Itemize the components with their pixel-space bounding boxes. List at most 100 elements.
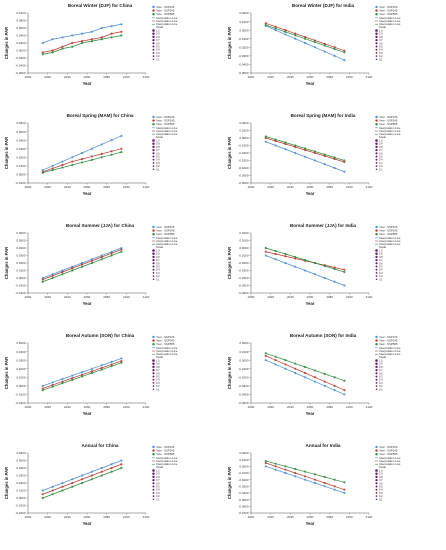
x-tick-label: 2100 [346, 185, 353, 189]
legend-label: Year - SSP245 [156, 229, 175, 233]
data-point [284, 252, 287, 256]
size-legend-marker [152, 29, 155, 32]
legend-line-label: Interpolation Line [156, 126, 178, 130]
data-point [294, 362, 297, 365]
x-tick-label: 2120 [366, 185, 373, 189]
size-legend-marker [375, 48, 378, 51]
size-legend-level: 0.7 [379, 368, 383, 372]
data-point [90, 40, 94, 43]
data-point [120, 151, 123, 154]
data-point [51, 489, 54, 492]
data-point [71, 34, 74, 37]
y-axis-label: Changes in PAR [227, 27, 232, 59]
x-tick-label: 2080 [103, 515, 110, 519]
data-point [100, 466, 103, 470]
size-legend-marker [152, 359, 155, 362]
y-tick-label: -0.0300 [238, 384, 249, 388]
size-legend-marker [375, 378, 378, 381]
size-legend-marker [375, 372, 378, 375]
size-legend-marker [152, 488, 155, 491]
size-legend-marker [375, 162, 378, 164]
y-tick-label: -0.0200 [15, 291, 26, 295]
legend-label: Year - SSP126 [379, 335, 398, 339]
data-point [284, 471, 287, 475]
legend-label: Year - SSP126 [379, 445, 398, 449]
legend-line-label: Interpolation Line [156, 459, 178, 463]
size-legend-level: 0.7 [379, 478, 383, 482]
size-legend-marker [375, 52, 378, 54]
size-legend-level: 0.3 [379, 381, 383, 385]
size-legend-marker [152, 162, 155, 164]
data-point [71, 269, 74, 272]
x-tick-label: 2060 [84, 185, 91, 189]
chart-panel-3: Boreal Spring (MAM) for China -0.0100 0.00… [4, 113, 178, 196]
data-point [333, 488, 336, 491]
legend-line-label: Interpolation Line [156, 349, 178, 353]
size-legend-marker [152, 258, 155, 262]
x-tick-label: 2020 [44, 75, 51, 79]
size-legend-level: 0.5 [156, 45, 160, 49]
data-point [41, 496, 44, 500]
size-legend-level: 0.9 [379, 362, 383, 366]
x-tick-label: 2000 [25, 405, 32, 409]
y-tick-label: 0.0000 [239, 358, 249, 362]
data-point [323, 384, 326, 387]
data-point [284, 468, 287, 471]
data-point [264, 135, 267, 138]
size-legend-level: 0.5 [156, 155, 160, 159]
size-legend-marker [375, 475, 378, 479]
y-tick-label: 0.0300 [16, 254, 26, 258]
x-tick-label: 2100 [123, 515, 130, 519]
data-point [313, 376, 317, 379]
legend-label: Year - SSP585 [156, 452, 175, 456]
data-point [284, 367, 287, 370]
data-point [51, 274, 54, 277]
chart-title: Boreal Autumn (SON) for India [290, 333, 357, 338]
x-tick-label: 2100 [123, 75, 130, 79]
size-legend-level: 0.6 [379, 41, 383, 45]
y-tick-label: 0.0200 [239, 231, 249, 235]
data-point [303, 365, 307, 369]
x-tick-label: 2060 [307, 185, 314, 189]
x-tick-label: 2060 [84, 75, 91, 79]
data-point [110, 466, 113, 470]
y-tick-label: 0.0400 [16, 466, 26, 470]
data-point [71, 41, 74, 45]
size-legend-marker [375, 145, 378, 149]
data-point [41, 169, 44, 172]
size-legend-level: 0.1 [379, 167, 383, 171]
legend-marker [375, 453, 378, 456]
data-point [100, 143, 103, 146]
data-point [41, 171, 44, 174]
size-legend-level: 0.2 [156, 494, 160, 498]
legend-label: Year - SSP126 [156, 335, 175, 339]
size-legend-level: 0.6 [156, 261, 160, 265]
data-point [333, 376, 336, 379]
size-legend-level: 0.8 [379, 255, 383, 259]
legend-marker [152, 225, 155, 229]
size-legend-level: 0.4 [156, 378, 160, 382]
size-legend-marker [375, 158, 378, 161]
size-legend-level: 0.3 [379, 271, 383, 275]
size-legend-marker [152, 498, 155, 501]
size-legend-marker [375, 472, 378, 475]
data-point [294, 367, 297, 370]
data-point [120, 459, 123, 462]
size-legend-marker [375, 168, 378, 171]
legend-label: Year - SSP126 [156, 225, 175, 229]
y-tick-label: -0.0200 [15, 56, 26, 60]
y-tick-label: 0.0200 [239, 341, 249, 345]
y-tick-label: 0.0500 [16, 459, 26, 463]
y-tick-label: 0.0000 [239, 28, 249, 32]
data-point [110, 139, 113, 142]
legend-line-label: Interpolation Line [156, 242, 178, 246]
data-point [313, 478, 317, 481]
size-legend-level: 1.0 [156, 249, 160, 253]
size-legend-marker [375, 252, 378, 255]
legend-marker [152, 339, 155, 342]
data-point [61, 36, 64, 39]
y-tick-label: 0.0100 [239, 129, 249, 133]
size-legend-level: 0.7 [156, 368, 160, 372]
data-point [41, 384, 44, 387]
y-tick-label: -0.0200 [15, 401, 26, 405]
